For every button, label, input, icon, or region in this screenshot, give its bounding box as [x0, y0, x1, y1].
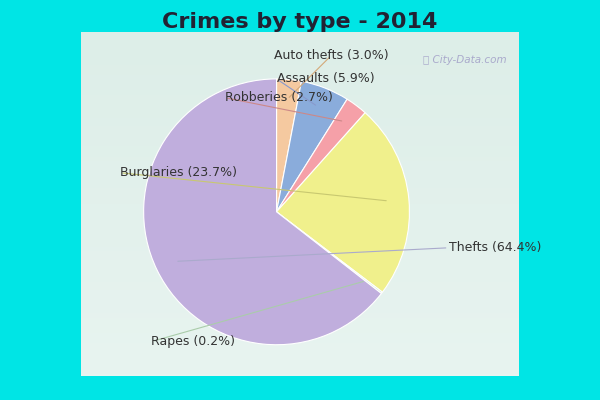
- Wedge shape: [277, 99, 365, 212]
- Text: Rapes (0.2%): Rapes (0.2%): [151, 335, 235, 348]
- Wedge shape: [277, 212, 382, 294]
- Text: Thefts (64.4%): Thefts (64.4%): [449, 241, 541, 254]
- Wedge shape: [277, 81, 347, 212]
- Wedge shape: [277, 113, 409, 292]
- Text: Assaults (5.9%): Assaults (5.9%): [277, 72, 374, 86]
- Text: ⓘ City-Data.com: ⓘ City-Data.com: [423, 56, 506, 66]
- Text: Crimes by type - 2014: Crimes by type - 2014: [163, 12, 437, 32]
- Text: Burglaries (23.7%): Burglaries (23.7%): [120, 166, 237, 179]
- Text: Auto thefts (3.0%): Auto thefts (3.0%): [274, 49, 389, 62]
- Text: Robberies (2.7%): Robberies (2.7%): [225, 91, 333, 104]
- Wedge shape: [143, 79, 382, 345]
- Wedge shape: [277, 79, 301, 212]
